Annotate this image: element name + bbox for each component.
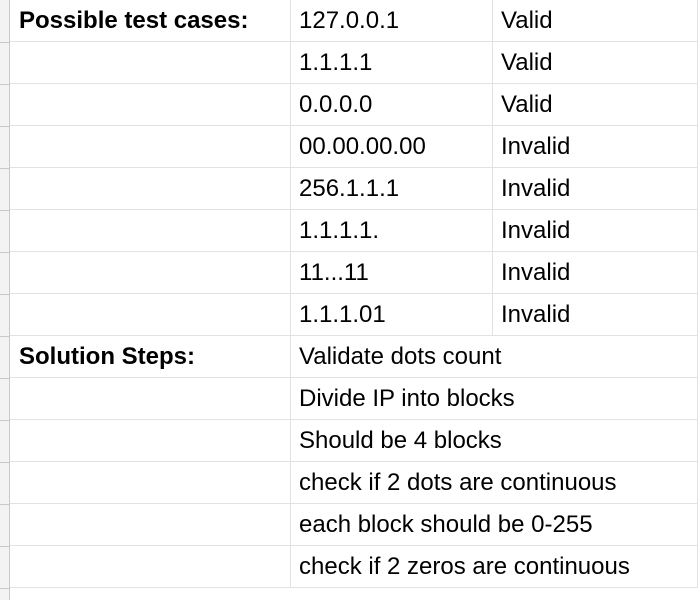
cell-test-result[interactable]: Valid xyxy=(493,42,698,84)
cell-test-result[interactable]: Invalid xyxy=(493,126,698,168)
cell-solution-step[interactable]: Divide IP into blocks xyxy=(291,378,698,420)
cell-empty[interactable] xyxy=(10,420,291,462)
cell-test-input[interactable]: 00.00.00.00 xyxy=(291,126,493,168)
row-divider xyxy=(0,504,10,505)
cell-empty[interactable] xyxy=(10,294,291,336)
cell-empty[interactable] xyxy=(10,462,291,504)
cell-test-result[interactable]: Invalid xyxy=(493,210,698,252)
cell-grid: Possible test cases: 127.0.0.1 Valid 1.1… xyxy=(10,0,698,588)
row-divider xyxy=(0,42,10,43)
cell-empty[interactable] xyxy=(10,546,291,588)
cell-solution-label[interactable]: Solution Steps: xyxy=(10,336,291,378)
row-divider xyxy=(0,294,10,295)
cell-test-input[interactable]: 256.1.1.1 xyxy=(291,168,493,210)
cell-test-input[interactable]: 1.1.1.01 xyxy=(291,294,493,336)
cell-solution-step[interactable]: each block should be 0-255 xyxy=(291,504,698,546)
cell-test-input[interactable]: 11...11 xyxy=(291,252,493,294)
cell-empty[interactable] xyxy=(10,84,291,126)
cell-test-input[interactable]: 0.0.0.0 xyxy=(291,84,493,126)
cell-test-cases-label[interactable]: Possible test cases: xyxy=(10,0,291,42)
cell-empty[interactable] xyxy=(10,504,291,546)
cell-empty[interactable] xyxy=(10,378,291,420)
cell-test-result[interactable]: Invalid xyxy=(493,168,698,210)
cell-test-input[interactable]: 1.1.1.1 xyxy=(291,42,493,84)
row-header-strip[interactable] xyxy=(0,0,10,600)
row-divider xyxy=(0,336,10,337)
row-divider xyxy=(0,378,10,379)
cell-solution-step[interactable]: Should be 4 blocks xyxy=(291,420,698,462)
row-divider xyxy=(0,252,10,253)
row-divider xyxy=(0,210,10,211)
cell-test-input[interactable]: 1.1.1.1. xyxy=(291,210,493,252)
cell-test-result[interactable]: Valid xyxy=(493,0,698,42)
row-divider xyxy=(0,462,10,463)
cell-empty[interactable] xyxy=(10,252,291,294)
cell-test-result[interactable]: Invalid xyxy=(493,252,698,294)
row-divider xyxy=(0,420,10,421)
row-divider xyxy=(0,84,10,85)
cell-empty[interactable] xyxy=(10,42,291,84)
row-divider xyxy=(0,546,10,547)
row-divider xyxy=(0,126,10,127)
cell-empty[interactable] xyxy=(10,126,291,168)
cell-test-result[interactable]: Valid xyxy=(493,84,698,126)
cell-solution-step[interactable]: check if 2 zeros are continuous xyxy=(291,546,698,588)
cell-test-result[interactable]: Invalid xyxy=(493,294,698,336)
row-divider xyxy=(0,588,10,589)
cell-empty[interactable] xyxy=(10,210,291,252)
cell-solution-step[interactable]: Validate dots count xyxy=(291,336,698,378)
cell-solution-step[interactable]: check if 2 dots are continuous xyxy=(291,462,698,504)
cell-empty[interactable] xyxy=(10,168,291,210)
cell-test-input[interactable]: 127.0.0.1 xyxy=(291,0,493,42)
row-divider xyxy=(0,168,10,169)
